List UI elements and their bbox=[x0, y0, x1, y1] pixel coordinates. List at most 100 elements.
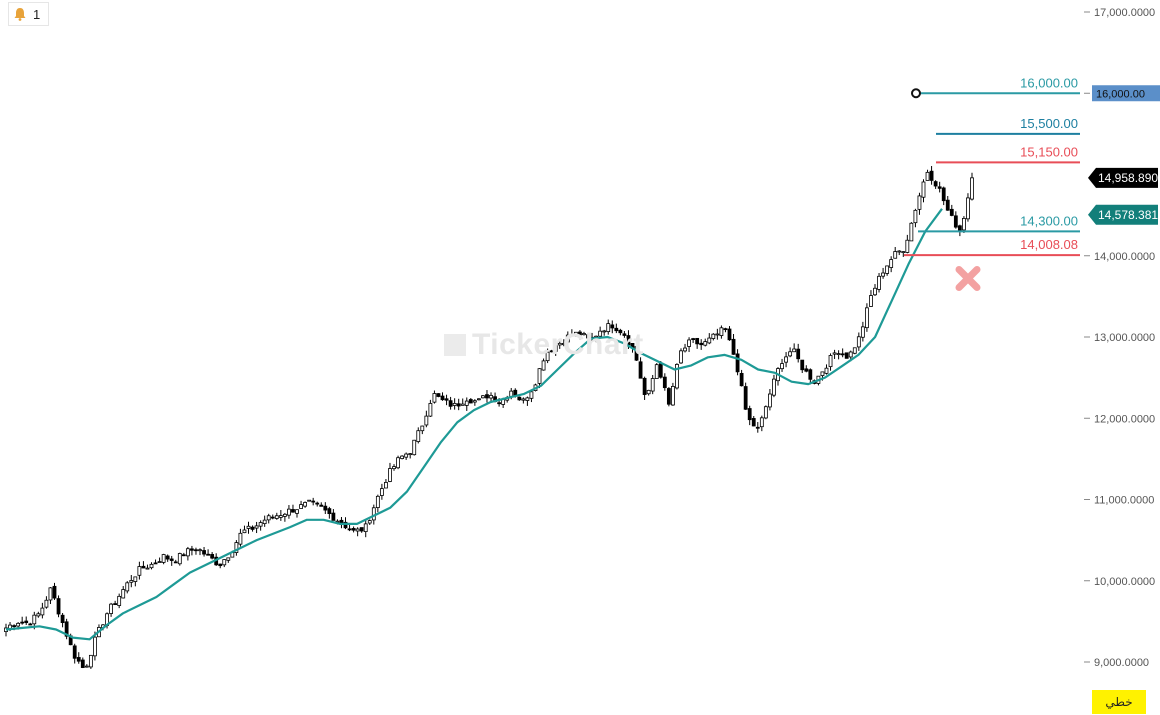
moving-average-line bbox=[5, 208, 943, 641]
candle-body bbox=[93, 636, 97, 657]
candle-body bbox=[460, 403, 465, 406]
candle-body bbox=[925, 171, 930, 181]
candle-body bbox=[763, 406, 768, 419]
last-price-label: 14,958.8900 bbox=[1098, 171, 1160, 185]
candle-body bbox=[586, 334, 590, 339]
candle-body bbox=[614, 327, 619, 332]
candle-body bbox=[303, 502, 307, 507]
candle-body bbox=[565, 334, 570, 343]
candle-body bbox=[80, 659, 85, 668]
candle-body bbox=[384, 482, 388, 489]
candle-body bbox=[917, 195, 922, 210]
candle-body bbox=[375, 495, 380, 508]
y-tick-label-5: 11,000.0000 bbox=[1094, 495, 1154, 507]
candle-body bbox=[909, 222, 914, 242]
line-anchor-handle[interactable] bbox=[911, 88, 921, 99]
candle-body bbox=[646, 389, 651, 395]
candle-body bbox=[489, 394, 493, 399]
candle-body bbox=[877, 275, 881, 290]
candle-body bbox=[634, 345, 639, 361]
candle-body bbox=[953, 215, 958, 228]
candle-body bbox=[185, 548, 190, 557]
candle-body bbox=[683, 347, 687, 352]
scale-mode-button[interactable]: خطي bbox=[1092, 690, 1146, 714]
candle-body bbox=[941, 187, 946, 202]
candle-body bbox=[311, 500, 316, 503]
candle-body bbox=[222, 559, 227, 566]
candle-body bbox=[723, 328, 728, 331]
candle-body bbox=[957, 225, 962, 232]
candle-body bbox=[36, 613, 41, 617]
candle-body bbox=[109, 603, 113, 614]
level-label-0: 16,000.00 bbox=[1020, 75, 1078, 90]
candle-body bbox=[141, 565, 146, 569]
candle-body bbox=[537, 368, 542, 384]
candle-body bbox=[20, 621, 25, 624]
candle-body bbox=[404, 453, 409, 458]
candle-body bbox=[497, 402, 502, 405]
candle-body bbox=[48, 587, 53, 601]
candle-body bbox=[780, 363, 784, 370]
candle-body bbox=[860, 326, 865, 338]
candle-body bbox=[509, 390, 514, 397]
candle-body bbox=[929, 170, 934, 181]
candle-body bbox=[456, 403, 461, 407]
candle-body bbox=[125, 582, 130, 592]
candle-body bbox=[622, 333, 627, 336]
candle-body bbox=[715, 333, 720, 336]
candle-body bbox=[254, 525, 259, 529]
candle-body bbox=[662, 376, 667, 389]
candle-body bbox=[626, 335, 631, 346]
candle-body bbox=[481, 395, 485, 399]
candle-body bbox=[832, 352, 837, 355]
candle-body bbox=[210, 554, 215, 559]
candle-body bbox=[113, 603, 118, 606]
bell-icon bbox=[14, 8, 26, 21]
candle-body bbox=[359, 527, 364, 532]
candle-body bbox=[606, 323, 611, 333]
candle-body bbox=[945, 199, 950, 211]
candle-body bbox=[598, 330, 603, 337]
candle-body bbox=[396, 457, 400, 469]
candle-body bbox=[517, 396, 522, 401]
candle-body bbox=[743, 386, 748, 410]
candle-body bbox=[529, 391, 534, 399]
delete-drawing-icon[interactable] bbox=[955, 266, 981, 291]
candle-body bbox=[121, 589, 126, 599]
alerts-button[interactable]: 1 bbox=[8, 2, 50, 26]
candle-body bbox=[32, 614, 37, 625]
candle-body bbox=[133, 576, 138, 582]
candle-body bbox=[64, 621, 69, 637]
candle-body bbox=[541, 360, 546, 371]
candle-body bbox=[117, 595, 122, 606]
candle-body bbox=[270, 516, 275, 519]
candle-body bbox=[788, 351, 793, 357]
candle-body bbox=[561, 342, 566, 346]
candle-body bbox=[242, 529, 247, 534]
candle-body bbox=[881, 272, 885, 277]
candle-body bbox=[885, 265, 890, 274]
candle-body bbox=[351, 528, 356, 531]
candle-body bbox=[654, 364, 659, 379]
candle-body bbox=[282, 513, 287, 517]
candle-body bbox=[44, 599, 49, 608]
candle-body bbox=[137, 566, 142, 576]
candle-body bbox=[327, 508, 332, 515]
candle-body bbox=[901, 251, 906, 254]
candle-body bbox=[153, 562, 158, 565]
candle-body bbox=[569, 334, 574, 337]
candle-body bbox=[852, 347, 857, 354]
candle-body bbox=[464, 400, 469, 406]
candle-body bbox=[739, 372, 744, 387]
candle-body bbox=[428, 403, 433, 417]
candle-body bbox=[699, 342, 704, 346]
level-label-2: 15,150.00 bbox=[1020, 144, 1078, 159]
candle-body bbox=[525, 397, 530, 401]
candle-body bbox=[553, 345, 558, 352]
candle-body bbox=[784, 356, 788, 363]
candle-body bbox=[198, 549, 202, 552]
candle-body bbox=[650, 378, 655, 392]
candle-body bbox=[129, 580, 134, 583]
candle-body bbox=[820, 371, 825, 376]
